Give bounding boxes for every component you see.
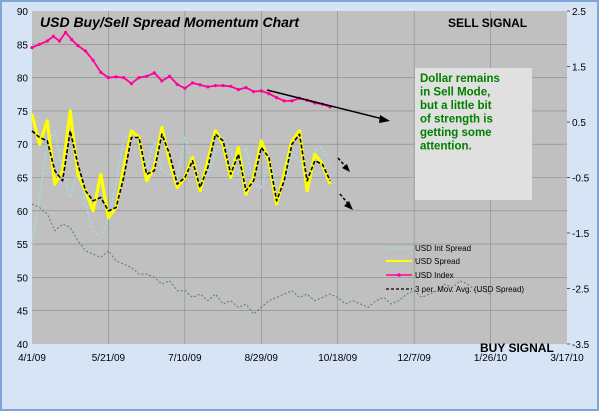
chart: 40 45 50 55 60 65 70 75 80 85 90 -3.5 -2.5 -1.5 -0.5 0… (17, 7, 590, 364)
usd-index-point (259, 89, 263, 93)
y-left-tick-label: 55 (17, 240, 29, 251)
usd-index-point (70, 38, 74, 42)
usd-index-point (229, 84, 233, 88)
usd-index-point (99, 70, 103, 74)
usd-index-point (267, 92, 271, 96)
x-tick-label: 5/21/09 (92, 353, 126, 364)
y-left-tick-label: 70 (17, 140, 29, 151)
usd-index-point (83, 49, 88, 53)
y-right-tick-label: -2.5 (572, 285, 590, 296)
legend-marker-usd-index (397, 273, 401, 277)
buy-signal-label: BUY SIGNAL (480, 341, 554, 355)
y-left-tick-label: 45 (17, 307, 29, 318)
sell-signal-label: SELL SIGNAL (448, 16, 527, 30)
y-left-tick-label: 80 (17, 74, 29, 85)
y-right-tick-label: -1.5 (572, 229, 590, 240)
usd-index-point (122, 76, 126, 80)
usd-index-point (244, 86, 248, 90)
y-axis-left: 40 45 50 55 60 65 70 75 80 85 90 (17, 7, 29, 351)
legend-usd-spread: USD Spread (415, 257, 460, 266)
y-left-tick-label: 40 (17, 340, 29, 351)
series-group (30, 30, 491, 315)
arrow-head-spread-1 (342, 164, 350, 172)
arrow-line-index (266, 89, 388, 121)
usd-index-point (129, 82, 133, 86)
arrow-head-index (379, 115, 390, 123)
usd-index-point (252, 90, 256, 94)
usd-index-point (168, 74, 172, 78)
y-right-tick-label: -0.5 (572, 174, 590, 185)
usd-index-point (190, 81, 195, 85)
y-left-tick-label: 85 (17, 40, 29, 51)
x-tick-label: 4/1/09 (18, 353, 46, 364)
usd-index-point (183, 86, 187, 90)
trend-arrows (266, 89, 390, 210)
legend: USD Int Spread USD Spread USD Index 3 pe… (386, 244, 524, 294)
series-lower (31, 203, 491, 315)
y-left-tick-label: 50 (17, 273, 29, 284)
usd-index-point (206, 85, 210, 89)
usd-index-point (76, 44, 80, 48)
x-tick-label: 8/29/09 (245, 353, 279, 364)
x-tick-label: 3/17/10 (550, 353, 584, 364)
y-left-tick-label: 65 (17, 174, 29, 185)
usd-index-point (236, 88, 240, 92)
y-right-tick-label: -3.5 (572, 340, 590, 351)
annotation-box: Dollar remains in Sell Mode, but a little … (415, 68, 532, 200)
y-right-tick-label: 0.5 (572, 118, 586, 129)
usd-index-point (106, 76, 110, 80)
y-left-tick-label: 90 (17, 7, 29, 18)
usd-index-point (57, 39, 62, 43)
legend-int-spread: USD Int Spread (415, 244, 471, 253)
usd-index-point (137, 76, 141, 80)
usd-index-point (290, 99, 294, 103)
y-right-tick-label: 2.5 (572, 7, 586, 18)
x-tick-label: 7/10/09 (168, 353, 202, 364)
usd-index-point (275, 96, 279, 100)
usd-index-point (282, 99, 286, 103)
usd-index-point (213, 84, 217, 88)
usd-index-point (175, 82, 179, 86)
x-tick-label: 12/7/09 (397, 353, 431, 364)
x-tick-label: 10/18/09 (318, 353, 357, 364)
usd-index-point (114, 75, 118, 79)
arrow-head-spread-2 (344, 201, 353, 210)
usd-index-point (198, 83, 202, 87)
legend-usd-index: USD Index (415, 271, 454, 280)
y-right-tick-label: 1.5 (572, 63, 586, 74)
series-mov-avg (31, 130, 331, 212)
legend-mov-avg: 3 per. Mov. Avg. (USD Spread) (415, 285, 524, 294)
arrow-line-spread-2 (339, 193, 351, 207)
x-axis: 4/1/09 5/21/09 7/10/09 8/29/09 10/18/09 12/7/… (18, 353, 584, 364)
x-tick-label: 1/26/10 (474, 353, 508, 364)
usd-index-point (221, 84, 225, 88)
usd-index-point (45, 39, 49, 43)
usd-index-point (152, 71, 156, 75)
usd-index-point (38, 42, 42, 46)
usd-index-point (91, 58, 95, 62)
chart-title: USD Buy/Sell Spread Momentum Chart (40, 14, 300, 30)
usd-index-point (160, 79, 164, 83)
annotation-text: Dollar remains in Sell Mode, but a little … (420, 73, 500, 153)
y-left-tick-label: 60 (17, 207, 29, 218)
y-left-tick-label: 75 (17, 107, 29, 118)
y-axis-right: -3.5 -2.5 -1.5 -0.5 0.5 1.5 2.5 (567, 7, 590, 351)
usd-index-point (64, 30, 68, 34)
usd-index-point (145, 74, 149, 78)
usd-index-point (51, 34, 56, 38)
usd-index-point (30, 46, 34, 50)
